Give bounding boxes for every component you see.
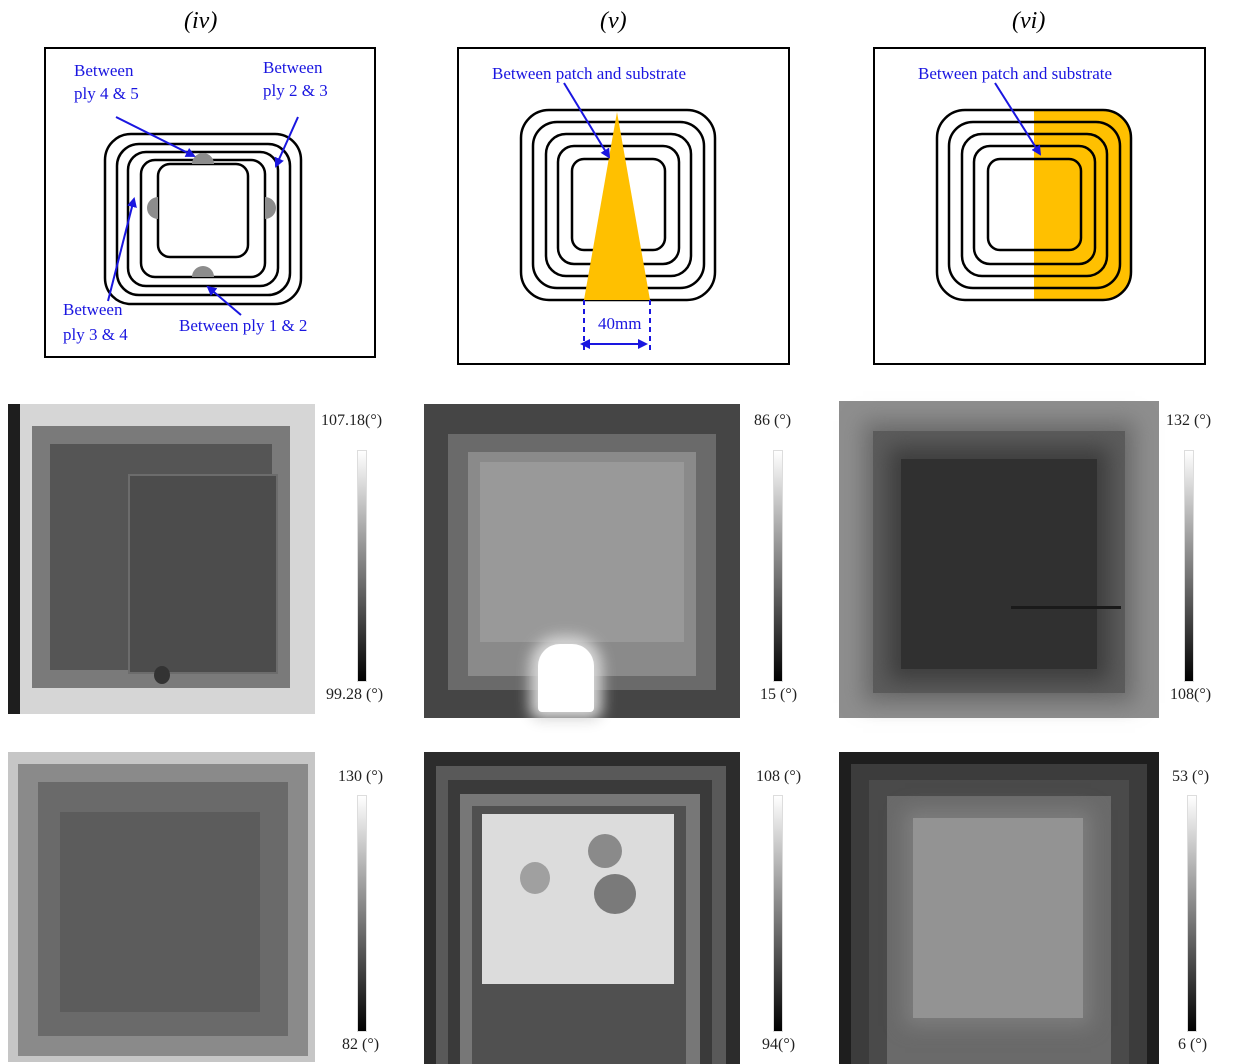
schematic-vi-drawing: Between patch and substrate: [918, 64, 1133, 302]
wedge-defect-v: [584, 112, 650, 300]
colorbar-v-row1: [773, 450, 783, 682]
column-title-vi: (vi): [1012, 8, 1046, 34]
thermogram-vi-row2: [839, 752, 1159, 1064]
column-title-v: (v): [600, 8, 627, 34]
schematic-iv-drawing: Between ply 4 & 5 Between ply 2 & 3 Betw…: [63, 58, 328, 344]
half-defect-vi: [1034, 110, 1131, 300]
label-between-2: Between: [263, 58, 323, 77]
label-ply-3-4: ply 3 & 4: [63, 325, 128, 344]
thermogram-v-row2: [424, 752, 740, 1064]
label-ply-4-5: ply 4 & 5: [74, 84, 139, 103]
schematic-panel-vi: Between patch and substrate: [873, 47, 1206, 365]
colorbar-iv-row1: [357, 450, 367, 682]
label-ply-2-3: ply 2 & 3: [263, 81, 328, 100]
colorbar-vi-row1: [1184, 450, 1194, 682]
colorbar-vi-row1-max: 132 (°): [1166, 412, 1212, 429]
colorbar-vi-row2-max: 53 (°): [1172, 768, 1210, 785]
thermogram-iv-row1: [8, 404, 315, 714]
colorbar-v-row1-max: 86 (°): [754, 412, 792, 429]
label-between-1: Between: [74, 61, 134, 80]
label-between-patch-substrate-vi: Between patch and substrate: [918, 64, 1112, 83]
thermogram-vi-row1: [839, 401, 1159, 718]
colorbar-iv-row2: [357, 795, 367, 1032]
colorbar-iv-row1-max: 107.18(°): [321, 412, 383, 429]
colorbar-v-row1-min: 15 (°): [760, 686, 798, 703]
column-title-iv: (iv): [184, 8, 218, 34]
label-between-patch-substrate-v: Between patch and substrate: [492, 64, 686, 83]
label-between-3: Between: [63, 300, 123, 319]
colorbar-iv-row1-min: 99.28 (°): [326, 686, 384, 703]
colorbar-iv-row2-min: 82 (°): [342, 1036, 380, 1053]
defect-arrows-iv: [107, 116, 299, 316]
defects-iv: [147, 153, 276, 277]
colorbar-v-row2: [773, 795, 783, 1032]
schematic-panel-iv: Between ply 4 & 5 Between ply 2 & 3 Betw…: [44, 47, 376, 358]
label-ply-1-2: Between ply 1 & 2: [179, 316, 307, 335]
schematic-panel-v: Between patch and substrate 40mm: [457, 47, 790, 365]
colorbar-vi-row2: [1187, 795, 1197, 1032]
thermogram-iv-row2: [8, 752, 315, 1062]
schematic-v-drawing: Between patch and substrate 40mm: [492, 64, 717, 352]
colorbar-v-row2-min: 94(°): [762, 1036, 796, 1053]
thermogram-v-row1: [424, 404, 740, 718]
colorbar-v-row2-max: 108 (°): [756, 768, 802, 785]
colorbar-iv-row2-max: 130 (°): [338, 768, 384, 785]
dimension-label-40mm: 40mm: [598, 314, 641, 333]
colorbar-vi-row2-min: 6 (°): [1178, 1036, 1208, 1053]
colorbar-vi-row1-min: 108(°): [1170, 686, 1212, 703]
